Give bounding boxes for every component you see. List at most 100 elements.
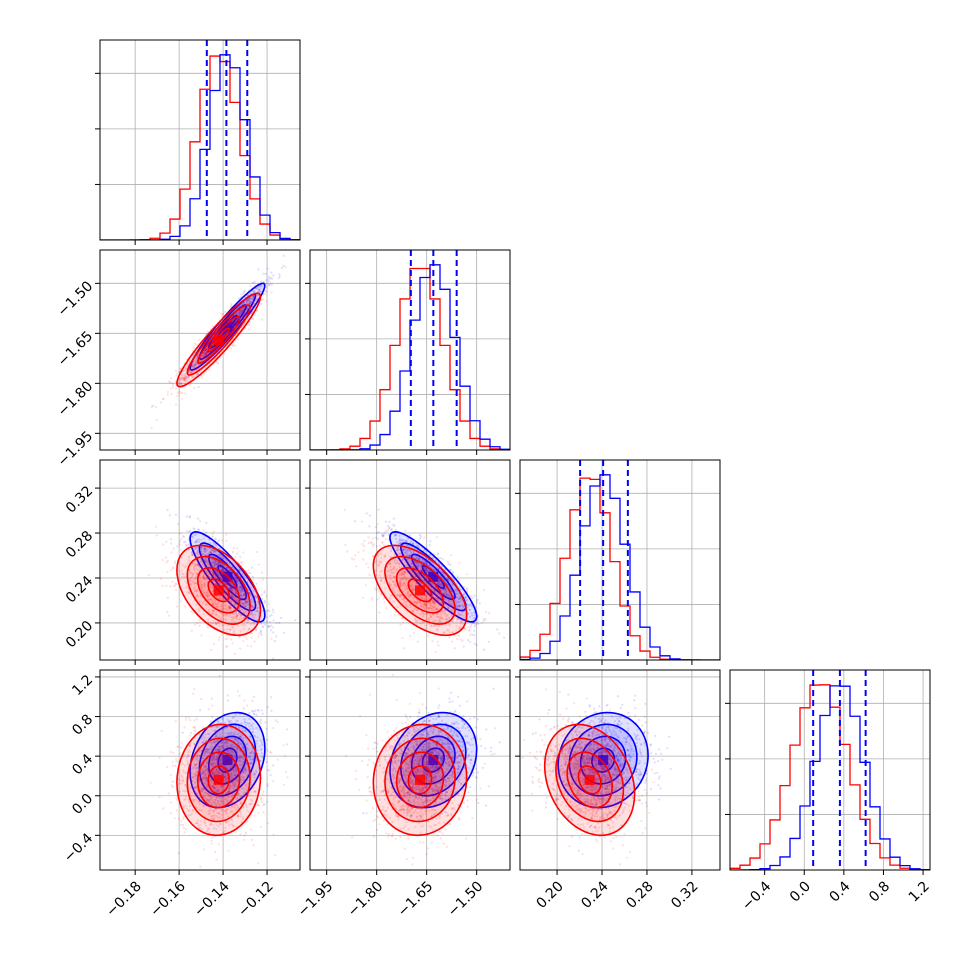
scatter-point xyxy=(189,576,192,580)
scatter-point xyxy=(185,376,188,379)
scatter-point xyxy=(182,378,185,381)
scatter-point xyxy=(194,567,197,570)
scatter-point xyxy=(239,591,242,594)
scatter-point xyxy=(239,615,242,618)
scatter-point xyxy=(190,535,193,538)
scatter-point xyxy=(193,364,196,367)
scatter-point xyxy=(476,598,479,602)
scatter-point xyxy=(214,550,217,553)
scatter-point xyxy=(260,632,263,635)
scatter-point xyxy=(232,344,235,347)
scatter-point xyxy=(241,561,244,564)
scatter-point xyxy=(195,589,198,592)
scatter-point xyxy=(383,532,386,535)
scatter-point xyxy=(469,625,472,628)
scatter-point xyxy=(213,560,216,563)
scatter-point xyxy=(224,638,227,641)
scatter-point xyxy=(249,632,252,635)
scatter-point xyxy=(234,576,237,579)
scatter-point xyxy=(211,612,214,615)
scatter-point xyxy=(240,310,243,313)
scatter-point xyxy=(218,539,221,542)
scatter-point xyxy=(213,543,216,546)
scatter-point xyxy=(245,637,248,640)
scatter-point xyxy=(200,560,203,563)
scatter-point xyxy=(261,571,264,574)
scatter-point xyxy=(197,385,200,388)
scatter-point xyxy=(214,361,217,364)
scatter-point xyxy=(229,638,232,641)
scatter-point xyxy=(223,588,226,591)
scatter-point xyxy=(224,581,227,584)
scatter-point xyxy=(231,626,235,629)
scatter-point xyxy=(250,600,253,603)
scatter-point xyxy=(166,393,169,396)
scatter-point xyxy=(357,551,360,554)
scatter-point xyxy=(174,588,178,591)
scatter-point xyxy=(168,514,171,517)
scatter-point xyxy=(244,602,247,605)
scatter-point xyxy=(205,531,208,534)
scatter-point xyxy=(221,624,225,627)
scatter-point xyxy=(362,596,365,600)
scatter-point xyxy=(191,553,194,556)
scatter-point xyxy=(442,558,445,561)
scatter-point xyxy=(205,349,208,352)
scatter-point xyxy=(202,354,205,357)
scatter-point xyxy=(242,604,245,607)
scatter-point xyxy=(185,545,188,548)
scatter-point xyxy=(250,605,253,608)
scatter-point xyxy=(188,516,191,519)
scatter-point xyxy=(214,537,217,541)
scatter-point xyxy=(245,299,248,303)
scatter-point xyxy=(232,590,235,593)
scatter-point xyxy=(169,377,173,380)
scatter-point xyxy=(231,595,234,599)
scatter-point xyxy=(221,568,224,572)
scatter-point xyxy=(181,376,184,379)
scatter-point xyxy=(222,313,225,316)
scatter-point xyxy=(211,609,214,612)
scatter-point xyxy=(225,645,228,648)
scatter-point xyxy=(240,609,243,612)
scatter-point xyxy=(242,627,245,630)
scatter-point xyxy=(191,536,194,539)
scatter-point xyxy=(207,594,210,597)
scatter-point xyxy=(241,602,244,605)
scatter-point xyxy=(226,595,229,598)
scatter-point xyxy=(204,578,207,581)
scatter-point xyxy=(255,550,258,554)
scatter-point xyxy=(184,580,188,583)
scatter-point xyxy=(231,594,234,598)
scatter-point xyxy=(265,620,268,623)
scatter-point xyxy=(220,556,223,559)
scatter-point xyxy=(188,383,191,387)
scatter-point xyxy=(195,363,198,366)
scatter-point xyxy=(193,528,196,531)
scatter-point xyxy=(185,380,188,383)
scatter-point xyxy=(228,604,231,607)
scatter-point xyxy=(215,621,218,624)
scatter-point xyxy=(196,593,199,596)
scatter-point xyxy=(252,590,255,593)
scatter-point xyxy=(182,376,186,379)
scatter-point xyxy=(194,533,197,536)
scatter-point xyxy=(207,552,210,556)
scatter-point xyxy=(207,598,210,602)
scatter-point xyxy=(260,630,263,634)
scatter-point xyxy=(205,352,208,355)
scatter-point xyxy=(194,588,197,591)
scatter-panel-2-0 xyxy=(100,460,300,660)
scatter-point xyxy=(221,569,224,572)
scatter-point xyxy=(269,282,272,285)
scatter-point xyxy=(243,290,246,293)
scatter-point xyxy=(228,614,231,617)
scatter-point xyxy=(247,299,250,302)
scatter-point xyxy=(278,273,281,276)
scatter-point xyxy=(184,586,187,589)
scatter-point xyxy=(235,611,238,615)
scatter-point xyxy=(242,292,245,295)
scatter-point xyxy=(244,602,247,606)
scatter-point xyxy=(233,597,236,600)
scatter-point xyxy=(215,622,218,625)
